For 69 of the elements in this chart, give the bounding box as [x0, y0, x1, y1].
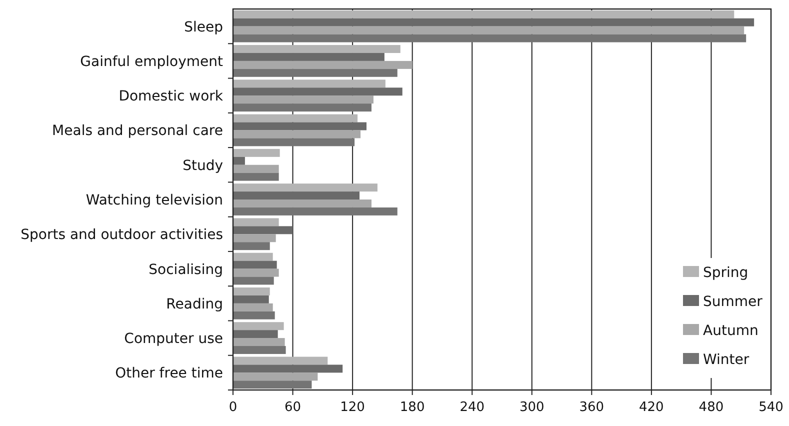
- bar: [233, 138, 355, 146]
- bar: [233, 226, 293, 234]
- bar: [233, 104, 372, 112]
- y-tick-label: Reading: [166, 296, 223, 312]
- bar: [233, 172, 279, 181]
- bar: [233, 303, 273, 312]
- x-tick-label: 120: [340, 400, 365, 415]
- bar: [233, 338, 285, 346]
- y-tick-label: Sports and outdoor activities: [20, 227, 223, 244]
- legend-label: Autumn: [703, 323, 758, 339]
- bar: [233, 364, 343, 373]
- x-tick-label: 360: [579, 400, 604, 415]
- y-tick-label: Sleep: [184, 19, 224, 36]
- y-tick-label: Socialising: [148, 262, 223, 278]
- bar: [233, 295, 269, 304]
- bar: [233, 268, 279, 277]
- bar: [233, 122, 367, 130]
- legend-label: Spring: [703, 265, 748, 281]
- bar: [233, 218, 279, 226]
- y-tick-label: Watching television: [86, 192, 223, 208]
- bar: [233, 45, 400, 53]
- bar: [233, 184, 378, 192]
- legend-label: Winter: [703, 352, 750, 368]
- bar: [233, 192, 360, 200]
- bar: [233, 287, 270, 296]
- x-tick-label: 0: [228, 400, 238, 415]
- x-tick-label: 240: [460, 400, 485, 415]
- bar: [233, 372, 318, 381]
- bar: [233, 18, 754, 26]
- bar: [233, 380, 312, 389]
- bar: [233, 10, 734, 18]
- bar: [233, 80, 386, 88]
- x-tick-label: 480: [698, 400, 724, 415]
- bar: [233, 60, 412, 69]
- legend-label: Summer: [703, 294, 763, 310]
- bar: [233, 252, 273, 261]
- x-tick-label: 540: [758, 400, 784, 415]
- y-tick-label: Computer use: [124, 331, 223, 348]
- y-tick-label: Other free time: [115, 366, 223, 382]
- bar: [233, 68, 398, 77]
- bar: [233, 200, 372, 208]
- bar: [233, 130, 361, 138]
- bar: [233, 88, 402, 96]
- y-tick-label: Gainful employment: [80, 54, 224, 70]
- x-tick-label: 180: [400, 400, 425, 415]
- x-tick-label: 60: [284, 400, 302, 415]
- y-tick-label: Domestic work: [118, 88, 224, 105]
- bar: [233, 242, 270, 250]
- x-tick-label: 420: [639, 400, 664, 415]
- y-tick-label: Meals and personal care: [52, 123, 223, 140]
- bar: [233, 164, 279, 173]
- bar: [233, 114, 358, 122]
- bar: [233, 234, 276, 242]
- bar: [233, 356, 328, 365]
- y-tick-label: Study: [182, 158, 223, 174]
- bar: [233, 346, 286, 354]
- bar: [233, 276, 274, 285]
- x-tick-label: 300: [519, 400, 544, 415]
- bar: [233, 311, 275, 320]
- bar: [233, 207, 398, 216]
- bar: [233, 26, 744, 34]
- bar: [233, 96, 374, 104]
- bar: [233, 322, 284, 330]
- bar: [233, 34, 746, 42]
- bar: [233, 156, 245, 165]
- bar: [233, 148, 280, 157]
- bar: [233, 260, 277, 269]
- bar: [233, 52, 384, 61]
- bar: [233, 330, 278, 338]
